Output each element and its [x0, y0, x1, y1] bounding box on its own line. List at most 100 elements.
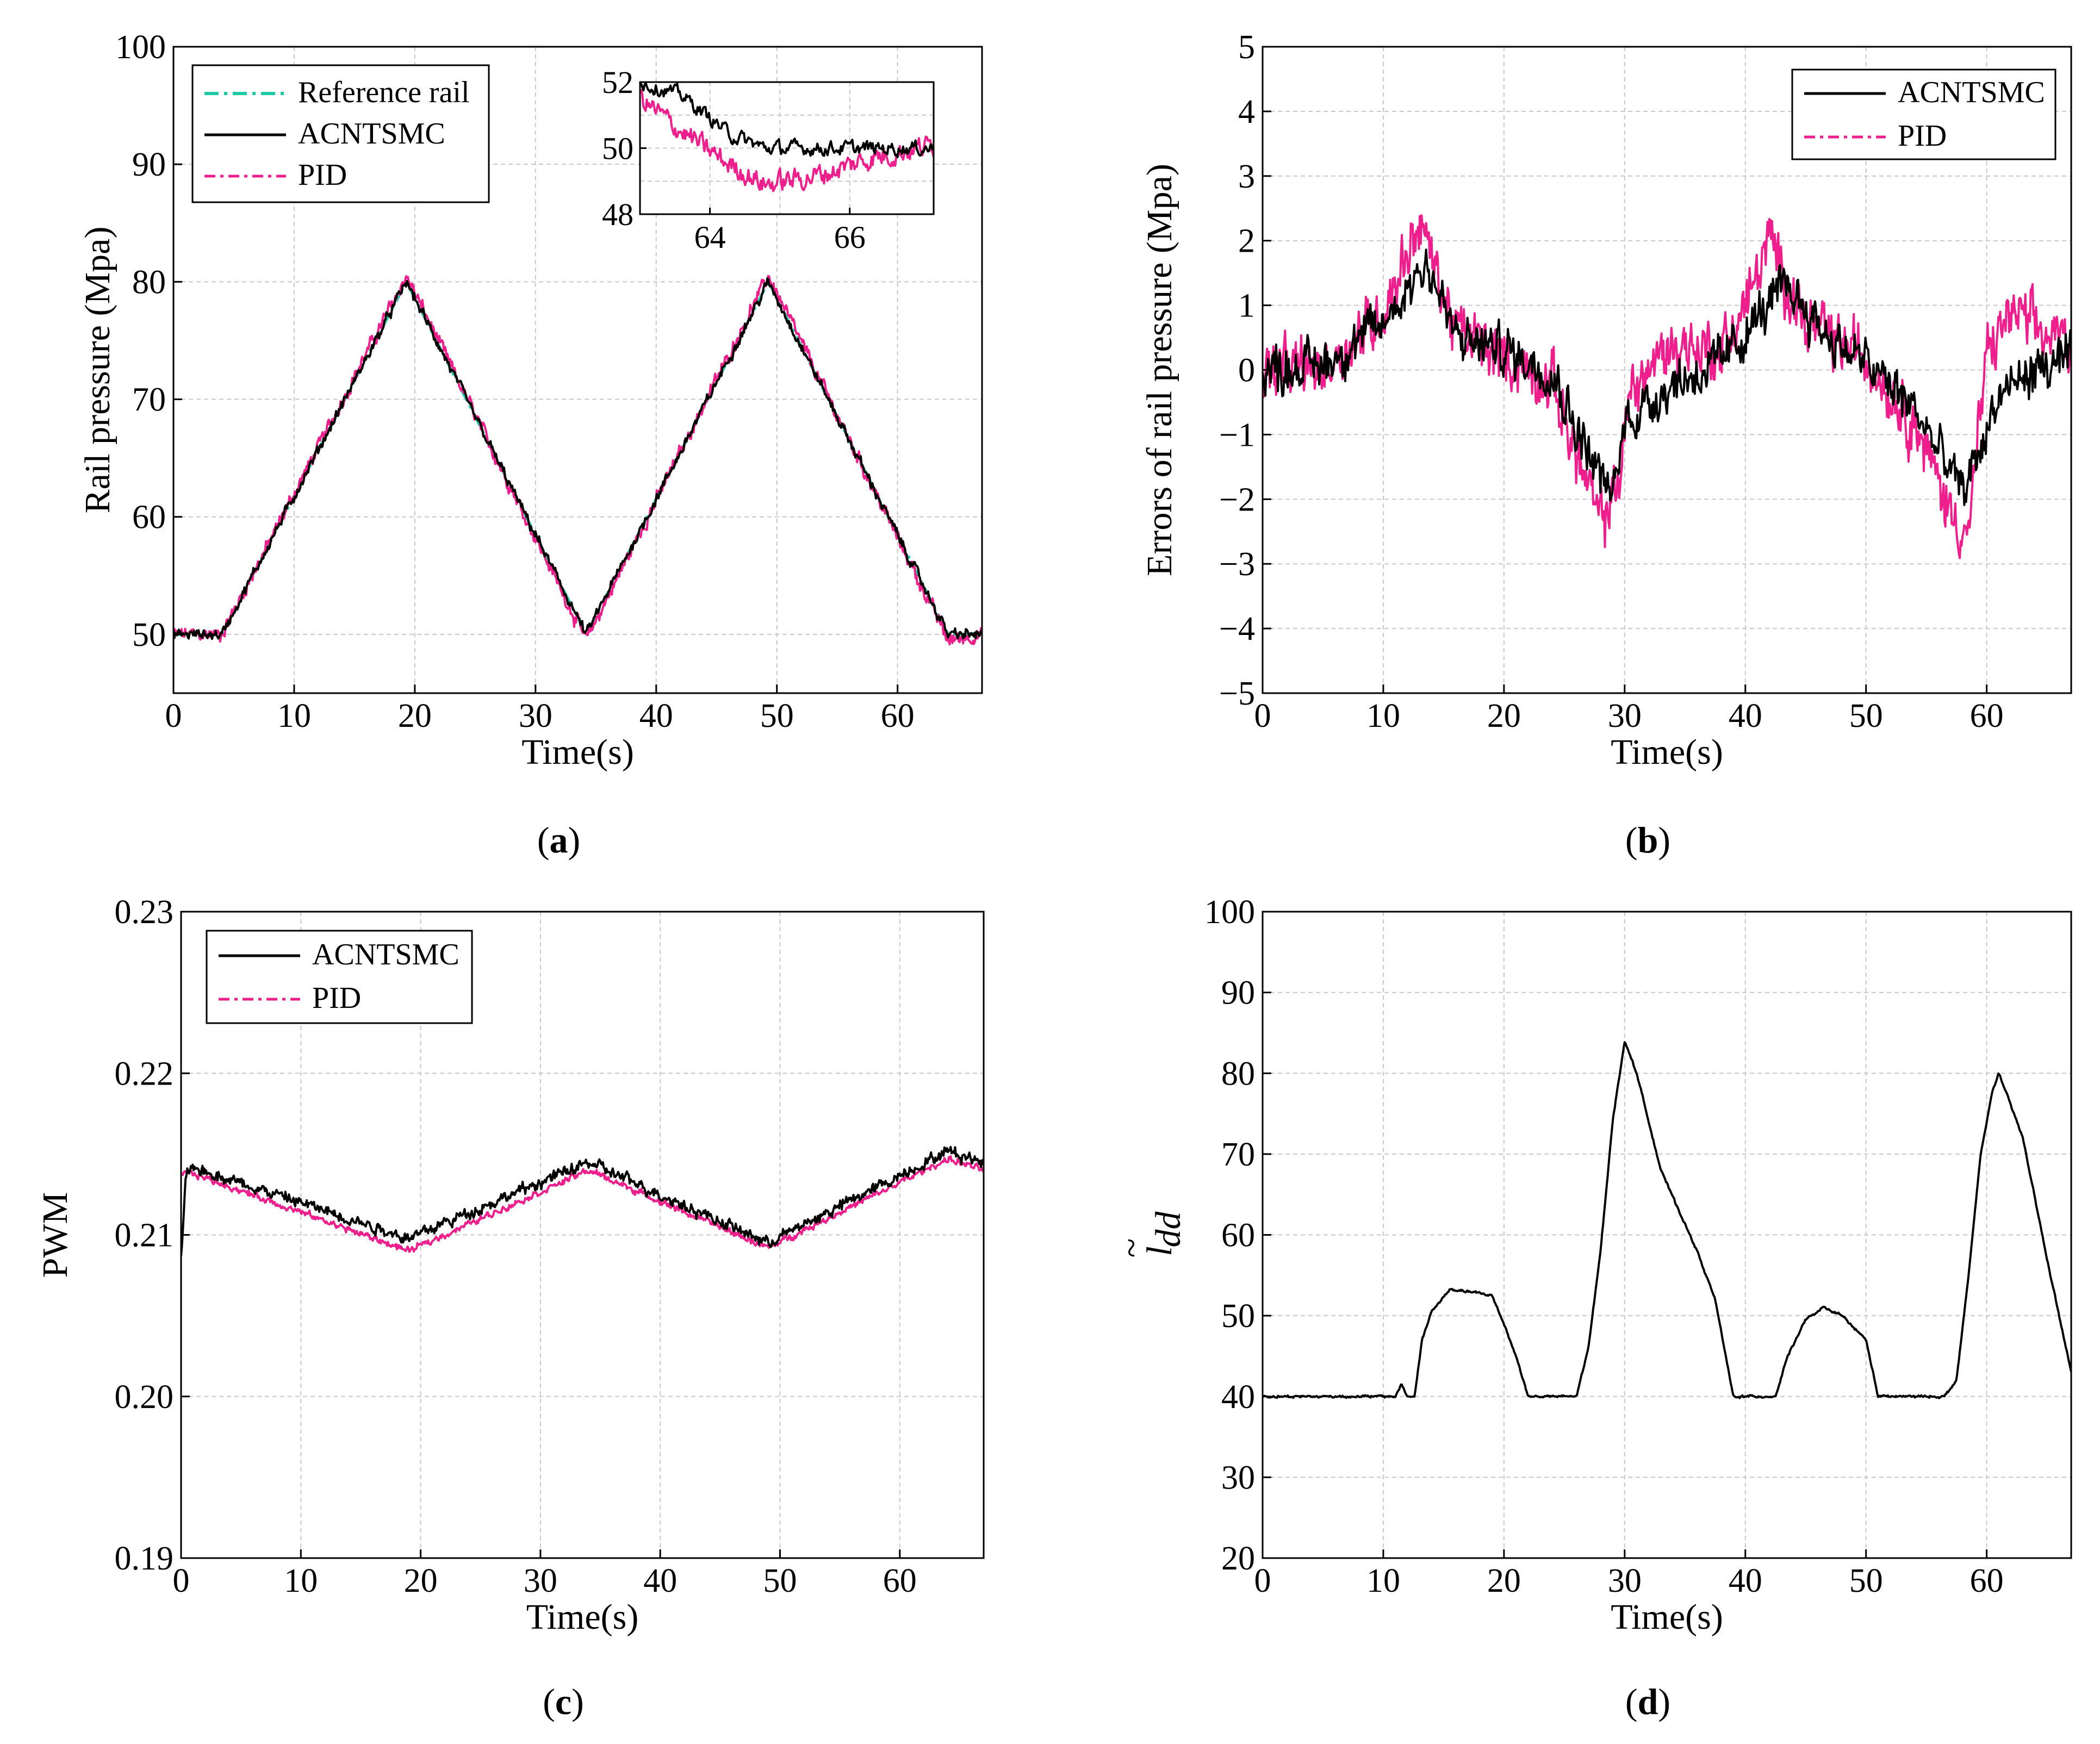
series-line-pid: [1263, 214, 2071, 559]
y-tick-label: 40: [1221, 1379, 1255, 1416]
x-tick-label: 40: [1729, 1562, 1762, 1599]
panel-caption: (d): [1625, 1681, 1670, 1722]
y-tick-label: 3: [1238, 158, 1255, 195]
x-tick-label: 10: [1366, 697, 1400, 734]
y-tick-label: 5: [1238, 29, 1255, 66]
x-tick-label: 40: [1729, 697, 1762, 734]
panel-c: 0 10 20 30 40 50 60 0.19 0.20 0.21 0.22 0.23 Time(s)…: [35, 894, 985, 1722]
inset-line-acntsmc: [640, 82, 934, 159]
caption-label: d: [1638, 1681, 1658, 1722]
y-tick-label: 0.22: [115, 1055, 174, 1092]
y-tick-label: −4: [1219, 611, 1255, 647]
y-axis-label: PWM: [35, 1192, 75, 1278]
y-tick-label: 60: [1221, 1217, 1255, 1254]
series-group: [1263, 214, 2071, 559]
panel-caption: (c): [543, 1681, 584, 1722]
y-axis-label-main: l: [1140, 1246, 1179, 1256]
legend-label: ACNTSMC: [312, 938, 459, 971]
plot-frame: [172, 46, 983, 694]
x-tick-label: 30: [524, 1562, 557, 1599]
x-axis-label: Time(s): [526, 1597, 639, 1637]
x-tick-label: 60: [881, 697, 915, 734]
panel-caption: (a): [537, 819, 580, 861]
y-tick-label: −5: [1219, 675, 1255, 712]
panel-b: 0 10 20 30 40 50 60 −5 −4 −3 −2 −1 0 1 2 3 4 5 Time(s) Erro…: [1140, 29, 2072, 861]
y-tick-label: −2: [1219, 481, 1255, 518]
y-tick-label: 2: [1238, 223, 1255, 260]
y-tick-label: 50: [1221, 1298, 1255, 1335]
y-tick-label: 60: [132, 499, 166, 536]
x-tick-label: 50: [760, 697, 794, 734]
inset-y-tick-label: 52: [602, 65, 633, 100]
y-axis-label-accent: ~: [1111, 1238, 1151, 1258]
x-tick-label: 50: [763, 1562, 797, 1599]
x-tick-label: 40: [643, 1562, 677, 1599]
y-tick-label: 30: [1221, 1459, 1255, 1496]
y-tick-label: 80: [132, 264, 166, 301]
x-tick-label: 60: [883, 1562, 917, 1599]
y-tick-label: 1: [1238, 288, 1255, 325]
inset-x-tick-label: 64: [694, 220, 726, 255]
x-tick-label: 20: [398, 697, 432, 734]
x-tick-label: 0: [173, 1562, 190, 1599]
inset-plot: 64 66 48 50 52: [602, 65, 935, 255]
x-tick-label: 0: [165, 697, 182, 734]
x-axis-label: Time(s): [521, 732, 634, 772]
x-tick-label: 60: [1970, 697, 2004, 734]
inset-x-tick-label: 66: [834, 220, 866, 255]
y-tick-label: 0.23: [115, 894, 174, 931]
y-tick-label: −1: [1219, 416, 1255, 453]
y-tick-label: 0.20: [115, 1379, 174, 1416]
x-tick-label: 0: [1254, 1562, 1271, 1599]
y-tick-label: 20: [1221, 1540, 1255, 1577]
x-axis-label: Time(s): [1611, 1597, 1723, 1637]
y-axis-label: Rail pressure (Mpa): [78, 227, 117, 514]
legend-label: PID: [312, 981, 361, 1015]
y-axis-label-sub: dd: [1148, 1211, 1188, 1248]
y-tick-label: 100: [1204, 894, 1255, 931]
y-tick-label: 50: [132, 616, 166, 653]
inset-y-tick-label: 48: [602, 197, 633, 232]
series-line-acntsmc: [173, 277, 982, 640]
legend-label: PID: [1898, 119, 1947, 153]
legend-box: [206, 930, 473, 1024]
series-group: [173, 275, 982, 646]
x-tick-label: 20: [1487, 1562, 1521, 1599]
panel-a: 0 10 20 30 40 50 60 50 60 70 80 90 100 Time(s) Rail pr…: [78, 29, 983, 861]
legend-label: PID: [298, 158, 347, 192]
series-group: [181, 1145, 984, 1257]
y-tick-label: 0.19: [115, 1540, 174, 1577]
x-tick-label: 30: [1608, 1562, 1642, 1599]
y-tick-label: −3: [1219, 546, 1255, 583]
y-axis-label: Errors of rail pressure (Mpa): [1140, 164, 1179, 576]
x-tick-label: 50: [1849, 1562, 1883, 1599]
y-tick-label: 0.21: [115, 1217, 174, 1254]
x-tick-label: 20: [1487, 697, 1521, 734]
y-tick-label: 90: [132, 146, 166, 183]
y-axis-label: l~dd: [1111, 1211, 1188, 1258]
series-line-acntsmc: [1263, 1041, 2071, 1399]
panel-d: 0 10 20 30 40 50 60 20 30 40 50 60 70 80 90 100 Time(s) (…: [1111, 894, 2072, 1722]
inset-line-pid: [640, 89, 934, 192]
legend-label: ACNTSMC: [298, 117, 445, 151]
x-tick-label: 30: [1608, 697, 1642, 734]
series-group: [1263, 1041, 2071, 1399]
legend-box: [1791, 68, 2056, 160]
x-tick-label: 20: [404, 1562, 438, 1599]
series-line-pid: [181, 1155, 984, 1253]
y-tick-label: 80: [1221, 1055, 1255, 1092]
series-line-acntsmc: [181, 1145, 984, 1257]
caption-label: b: [1638, 819, 1658, 861]
x-tick-label: 60: [1970, 1562, 2004, 1599]
caption-label: a: [550, 819, 568, 861]
x-tick-label: 30: [519, 697, 552, 734]
x-tick-label: 40: [639, 697, 673, 734]
series-line-acntsmc: [1263, 248, 2071, 506]
x-tick-label: 50: [1849, 697, 1883, 734]
y-tick-label: 4: [1238, 94, 1255, 130]
x-tick-label: 10: [284, 1562, 318, 1599]
x-tick-label: 0: [1254, 697, 1271, 734]
y-tick-label: 100: [115, 29, 166, 66]
legend-label: Reference rail: [298, 76, 470, 109]
